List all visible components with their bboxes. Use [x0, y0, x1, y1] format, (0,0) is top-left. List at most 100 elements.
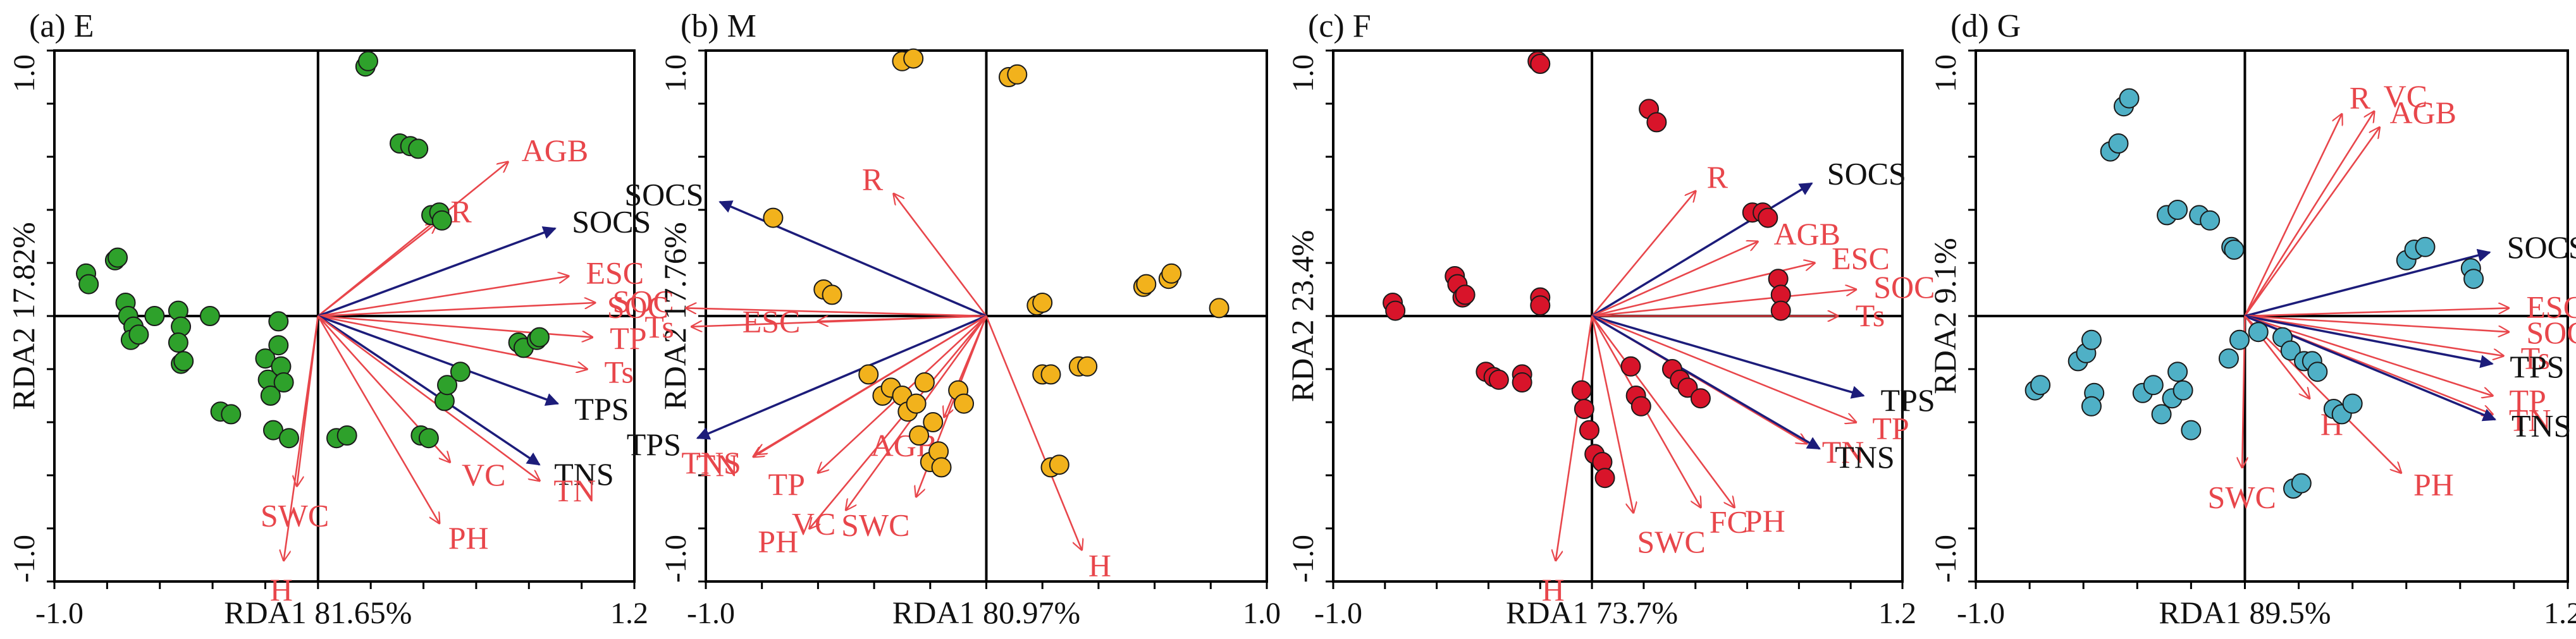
vector-arrow-ph	[810, 315, 987, 528]
vector-arrow-esc	[818, 315, 987, 321]
vector-arrow-ph	[317, 315, 440, 523]
vector-label-tn: TN	[696, 447, 739, 483]
vector-label-esc: ESC	[586, 255, 644, 291]
x-tick-label-min: -1.0	[1314, 597, 1362, 630]
x-axis-label: RDA1 80.97%	[892, 595, 1080, 630]
sample-point	[1136, 274, 1157, 295]
sample-point	[2167, 200, 2188, 220]
sample-point	[2167, 362, 2188, 382]
vector-arrow-ts	[2245, 315, 2503, 356]
vector-label-tp: TP	[768, 466, 805, 502]
x-axis-label: RDA1 81.65%	[224, 595, 412, 630]
sample-point	[954, 393, 975, 414]
sample-point	[1579, 420, 1599, 441]
vector-label-agb: AGB	[2389, 95, 2456, 130]
vector-label-socs: SOCS	[624, 176, 703, 212]
vector-arrow-tps	[696, 315, 987, 440]
vector-label-swc: SWC	[1637, 524, 1705, 559]
sample-point	[1007, 64, 1028, 85]
sample-point	[2224, 240, 2245, 260]
x-tick-label-max: 1.2	[2544, 597, 2576, 630]
sample-point	[1574, 399, 1594, 419]
sample-point	[2172, 380, 2193, 401]
vector-label-esc: ESC	[743, 303, 801, 339]
y-tick-label-max: 1.0	[8, 54, 41, 92]
sample-point	[108, 247, 128, 268]
vector-label-soc: SOC	[612, 284, 674, 319]
panel-title: (d) G	[1950, 8, 2021, 44]
sample-point	[268, 311, 289, 332]
sample-point	[2218, 348, 2239, 369]
rda-panel: -1.0 1.0 1.0 -1.0 RDA1 80.97% RDA2 17.76% (b) …	[607, 8, 1281, 630]
vector-label-soc: SOC	[2526, 315, 2576, 350]
vector-arrow-soc	[686, 308, 987, 317]
vector-arrow-vc	[2244, 112, 2374, 317]
vector-arrow-swc	[1591, 315, 1633, 513]
vector-label-fc: FC	[1710, 504, 1748, 540]
vector-label-tps: TPS	[2510, 349, 2564, 384]
sample-point	[1758, 207, 1778, 228]
sample-point	[431, 210, 452, 231]
sample-point	[1646, 112, 1667, 133]
sample-point	[1620, 356, 1641, 377]
vector-label-vc: VC	[462, 457, 505, 492]
sample-point	[2181, 420, 2202, 441]
sample-point	[2151, 404, 2172, 425]
y-tick-label-max: 1.0	[1286, 54, 1320, 92]
y-tick-label-min: -1.0	[1929, 535, 1963, 583]
vector-label-h: H	[1542, 572, 1565, 607]
sample-point	[418, 428, 439, 449]
y-tick-label-max: 1.0	[659, 54, 693, 92]
sample-point	[822, 284, 842, 305]
sample-point	[199, 306, 220, 326]
vector-label-swc: SWC	[2208, 479, 2276, 514]
vector-label-r: R	[862, 161, 884, 197]
vector-arrow-r	[2244, 114, 2341, 317]
y-axis-label: RDA2 17.76%	[657, 222, 693, 410]
vector-arrow-tps	[2245, 315, 2494, 368]
vector-arrow-h	[284, 315, 319, 560]
vector-label-agb: AGB	[1773, 216, 1840, 252]
vector-label-socs: SOCS	[1827, 156, 1906, 192]
vector-arrow-tns	[1591, 315, 1821, 450]
rda-panel: -1.0 1.2 1.0 -1.0 RDA1 73.7% RDA2 23.4% (c) F R…	[1285, 8, 1935, 630]
sample-point	[858, 364, 879, 385]
sample-point	[144, 306, 165, 326]
sample-point	[1040, 364, 1061, 385]
vector-label-h: H	[270, 572, 293, 607]
rda-panel: -1.0 1.2 1.0 -1.0 RDA1 89.5% RDA2 9.1% (d) G R V…	[1927, 8, 2576, 630]
sample-point	[78, 274, 99, 295]
sample-point	[923, 412, 944, 432]
sample-point	[763, 207, 784, 228]
vector-arrow-h	[985, 315, 1082, 550]
y-tick-label-max: 1.0	[1929, 54, 1963, 92]
x-tick-label-min: -1.0	[1957, 597, 2005, 630]
vector-arrow-tns	[317, 315, 541, 466]
panel-title: (a) E	[29, 8, 94, 44]
vector-arrow-h	[1556, 315, 1593, 560]
vector-arrow-tn	[753, 315, 987, 457]
sample-point	[358, 51, 379, 71]
vector-label-tp: TP	[2510, 383, 2546, 418]
sample-point	[914, 372, 935, 393]
sample-point	[1032, 293, 1053, 313]
vector-label-tns: TNS	[1835, 439, 1894, 475]
panel-title: (c) F	[1308, 8, 1371, 44]
vector-label-tns: TNS	[2511, 408, 2571, 444]
sample-point	[1770, 300, 1791, 321]
sample-point	[221, 404, 242, 425]
y-tick-label-min: -1.0	[1286, 535, 1320, 583]
vector-label-tns: TNS	[554, 456, 613, 492]
sample-point	[1077, 356, 1098, 377]
panel-title: (b) M	[681, 8, 756, 44]
sample-point	[2280, 340, 2301, 361]
x-axis-label: RDA1 73.7%	[1506, 595, 1678, 630]
vector-arrow-socs	[1591, 182, 1813, 317]
vector-label-tp: TP	[1872, 410, 1909, 446]
vector-label-socs: SOCS	[572, 204, 651, 240]
vector-label-tn: TN	[553, 473, 596, 508]
sample-point	[2200, 210, 2221, 231]
vector-arrow-socs	[718, 200, 987, 317]
vector-label-socs: SOCS	[2507, 229, 2576, 265]
sample-point	[1455, 284, 1476, 305]
